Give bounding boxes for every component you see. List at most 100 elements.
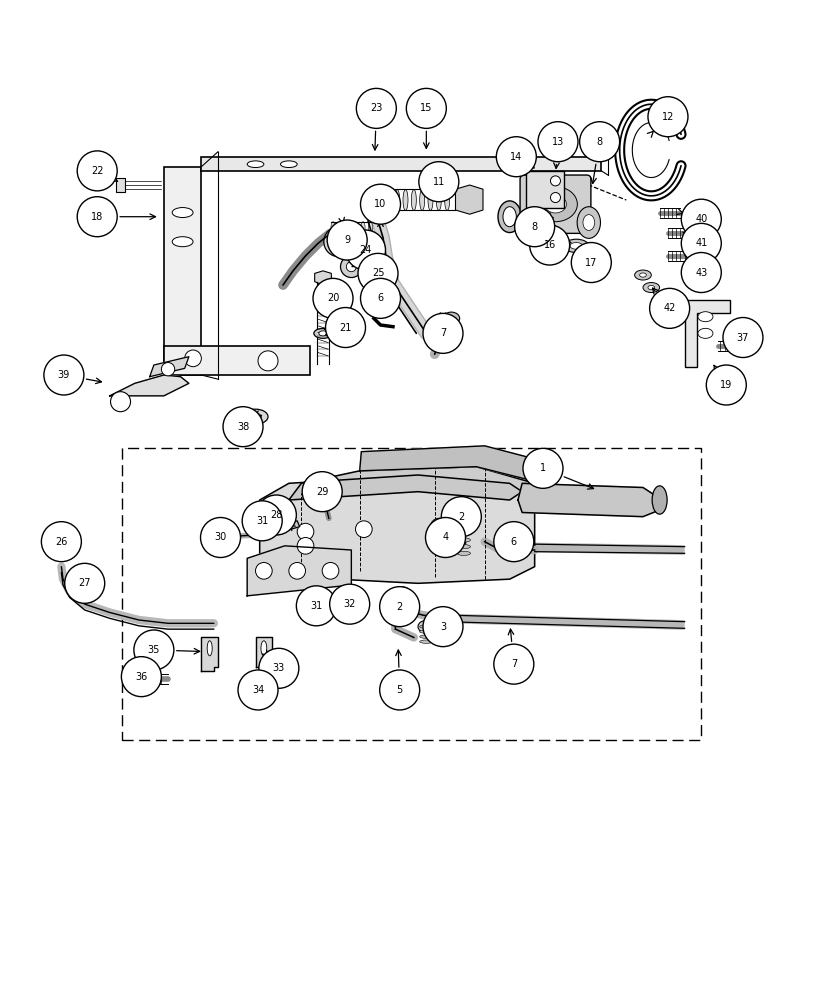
Circle shape bbox=[134, 630, 174, 670]
Ellipse shape bbox=[550, 176, 560, 186]
Text: 9: 9 bbox=[344, 235, 350, 245]
Ellipse shape bbox=[460, 522, 468, 528]
Text: 1: 1 bbox=[540, 463, 546, 473]
Text: 31: 31 bbox=[256, 516, 268, 526]
Circle shape bbox=[296, 586, 336, 626]
Circle shape bbox=[723, 318, 763, 358]
Circle shape bbox=[340, 256, 362, 278]
Circle shape bbox=[210, 529, 227, 546]
Ellipse shape bbox=[397, 590, 405, 597]
Circle shape bbox=[423, 607, 463, 647]
Text: 8: 8 bbox=[597, 137, 603, 147]
Ellipse shape bbox=[395, 620, 408, 624]
Ellipse shape bbox=[319, 595, 334, 605]
Ellipse shape bbox=[319, 331, 327, 336]
Circle shape bbox=[110, 392, 130, 412]
Circle shape bbox=[223, 407, 263, 447]
Ellipse shape bbox=[281, 161, 297, 168]
Circle shape bbox=[64, 563, 104, 603]
Text: 41: 41 bbox=[696, 238, 707, 248]
Ellipse shape bbox=[51, 536, 59, 542]
Polygon shape bbox=[164, 167, 201, 375]
Ellipse shape bbox=[640, 273, 646, 277]
Text: 2: 2 bbox=[396, 602, 403, 612]
Circle shape bbox=[289, 562, 305, 579]
Ellipse shape bbox=[503, 207, 517, 227]
Ellipse shape bbox=[550, 193, 560, 203]
Text: 2: 2 bbox=[458, 512, 465, 522]
Polygon shape bbox=[260, 521, 299, 537]
Text: 40: 40 bbox=[696, 214, 707, 224]
Ellipse shape bbox=[247, 673, 265, 685]
Text: 43: 43 bbox=[696, 268, 707, 278]
Ellipse shape bbox=[250, 413, 262, 420]
Circle shape bbox=[259, 648, 298, 688]
Ellipse shape bbox=[420, 640, 433, 643]
Ellipse shape bbox=[354, 222, 358, 235]
Ellipse shape bbox=[597, 253, 606, 258]
Circle shape bbox=[681, 223, 721, 263]
Text: 4: 4 bbox=[442, 532, 449, 542]
Polygon shape bbox=[164, 346, 309, 375]
Circle shape bbox=[313, 278, 353, 318]
Circle shape bbox=[185, 350, 201, 367]
Circle shape bbox=[358, 253, 398, 293]
Circle shape bbox=[77, 151, 117, 191]
Polygon shape bbox=[685, 300, 731, 367]
Ellipse shape bbox=[331, 222, 335, 235]
Circle shape bbox=[42, 522, 81, 562]
Circle shape bbox=[297, 523, 314, 540]
Ellipse shape bbox=[445, 190, 450, 210]
Text: 33: 33 bbox=[273, 663, 285, 673]
Text: 42: 42 bbox=[664, 303, 675, 313]
Circle shape bbox=[650, 288, 690, 328]
Ellipse shape bbox=[436, 190, 441, 210]
Text: 27: 27 bbox=[79, 578, 91, 588]
Ellipse shape bbox=[428, 190, 433, 210]
Ellipse shape bbox=[346, 222, 350, 235]
Ellipse shape bbox=[457, 531, 471, 535]
Circle shape bbox=[538, 122, 578, 162]
Circle shape bbox=[523, 448, 563, 488]
Circle shape bbox=[681, 253, 721, 293]
Ellipse shape bbox=[395, 190, 400, 210]
Ellipse shape bbox=[395, 606, 408, 610]
Circle shape bbox=[579, 122, 619, 162]
Ellipse shape bbox=[498, 201, 522, 233]
Ellipse shape bbox=[420, 635, 433, 638]
Text: 26: 26 bbox=[55, 537, 68, 547]
Circle shape bbox=[494, 522, 534, 562]
Ellipse shape bbox=[392, 587, 410, 600]
Ellipse shape bbox=[648, 285, 655, 290]
Ellipse shape bbox=[314, 328, 332, 338]
Circle shape bbox=[257, 495, 296, 535]
Ellipse shape bbox=[361, 222, 365, 235]
Circle shape bbox=[332, 235, 345, 248]
Text: 38: 38 bbox=[237, 422, 249, 432]
Circle shape bbox=[43, 355, 84, 395]
Circle shape bbox=[346, 262, 356, 272]
Ellipse shape bbox=[323, 597, 329, 602]
Circle shape bbox=[423, 313, 463, 353]
Text: 29: 29 bbox=[316, 487, 329, 497]
Circle shape bbox=[419, 162, 459, 202]
Ellipse shape bbox=[533, 187, 578, 222]
Text: 3: 3 bbox=[440, 622, 446, 632]
Polygon shape bbox=[256, 637, 273, 671]
Ellipse shape bbox=[369, 222, 373, 235]
Ellipse shape bbox=[455, 518, 473, 532]
Circle shape bbox=[302, 472, 342, 512]
Text: 6: 6 bbox=[377, 293, 384, 303]
Polygon shape bbox=[314, 271, 331, 285]
Ellipse shape bbox=[344, 602, 358, 612]
Polygon shape bbox=[456, 185, 483, 214]
Circle shape bbox=[441, 497, 482, 537]
Ellipse shape bbox=[247, 161, 264, 168]
Circle shape bbox=[161, 363, 175, 376]
Text: 30: 30 bbox=[214, 532, 227, 542]
Text: 21: 21 bbox=[339, 323, 352, 333]
Text: 28: 28 bbox=[270, 510, 283, 520]
Text: 34: 34 bbox=[252, 685, 264, 695]
Ellipse shape bbox=[259, 522, 274, 532]
Circle shape bbox=[681, 199, 721, 239]
